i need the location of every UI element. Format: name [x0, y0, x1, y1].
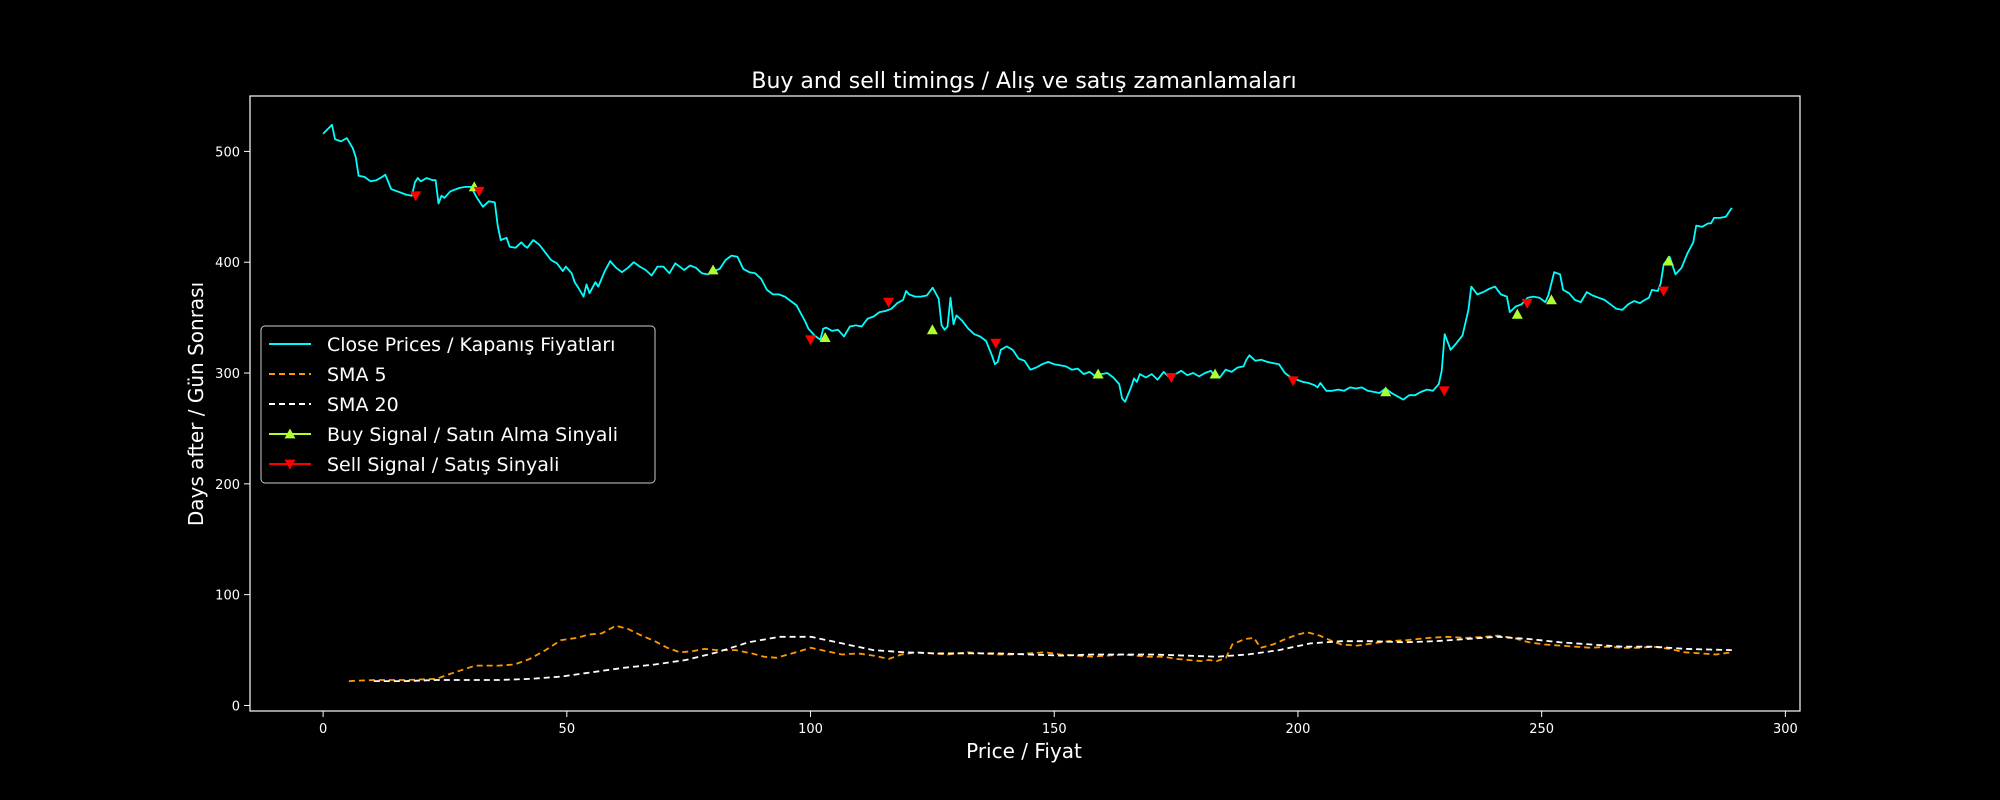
legend-box: [260, 325, 656, 484]
y-tick-label: 0: [232, 699, 240, 714]
plot-frame: [249, 95, 1801, 712]
legend-label: Sell Signal / Satış Sinyali: [327, 454, 559, 476]
x-tick-label: 200: [1286, 722, 1311, 737]
sell-signal-marker: [1521, 298, 1533, 309]
sell-signal-marker: [883, 297, 895, 308]
buy-signal-marker: [1511, 308, 1523, 319]
x-tick-label: 300: [1773, 722, 1798, 737]
sell-signal-marker: [990, 338, 1002, 349]
y-tick-label: 100: [215, 589, 240, 604]
legend-label: Close Prices / Kapanış Fiyatları: [327, 334, 615, 356]
x-axis-label: Price / Fiyat: [966, 739, 1082, 763]
buy-signal-marker: [1209, 368, 1221, 379]
y-tick-label: 500: [215, 145, 240, 160]
close-price-line: [322, 123, 1733, 403]
y-tick-label: 300: [215, 367, 240, 382]
sell-signal-marker: [805, 335, 817, 346]
legend-label: Buy Signal / Satın Alma Sinyali: [327, 424, 618, 446]
buy-signal-marker: [1380, 386, 1392, 397]
sma20-line: [373, 635, 1732, 682]
sell-signal-legend-marker: [284, 459, 296, 470]
sell-signal-marker: [410, 191, 422, 202]
plot-area: [322, 123, 1733, 682]
sell-signal-marker: [1658, 286, 1670, 297]
sell-signal-marker: [473, 186, 485, 197]
legend: Close Prices / Kapanış Fiyatları SMA 5 SMA…: [260, 325, 656, 484]
x-tick-label: 250: [1529, 722, 1554, 737]
legend-label: SMA 20: [327, 394, 399, 416]
buy-signal-marker: [1662, 255, 1674, 266]
x-tick-label: 50: [559, 722, 576, 737]
buy-signal-marker: [926, 324, 938, 335]
sma5-line: [348, 624, 1732, 682]
sell-signal-marker: [1287, 376, 1299, 387]
y-tick-label: 400: [215, 256, 240, 271]
y-axis-label: Days after / Gün Sonrası: [184, 282, 208, 526]
sell-signal-marker: [1165, 373, 1177, 383]
buy-signal-legend-marker: [284, 428, 296, 439]
legend-label: SMA 5: [327, 364, 387, 386]
axis-ticks: 0 50 100 150 200 250 300 0 100 200 300 400 500: [215, 145, 1798, 737]
chart-title: Buy and sell timings / Alış ve satış zam…: [751, 69, 1296, 94]
buy-signal-marker: [1545, 294, 1557, 305]
sell-signal-marker: [1438, 386, 1450, 397]
buy-signal-marker: [819, 332, 831, 342]
y-tick-label: 200: [215, 478, 240, 493]
buy-signal-marker: [707, 264, 719, 275]
x-tick-label: 150: [1042, 722, 1067, 737]
buy-signal-marker: [1092, 368, 1104, 379]
x-tick-label: 0: [319, 722, 327, 737]
x-tick-label: 100: [798, 722, 823, 737]
